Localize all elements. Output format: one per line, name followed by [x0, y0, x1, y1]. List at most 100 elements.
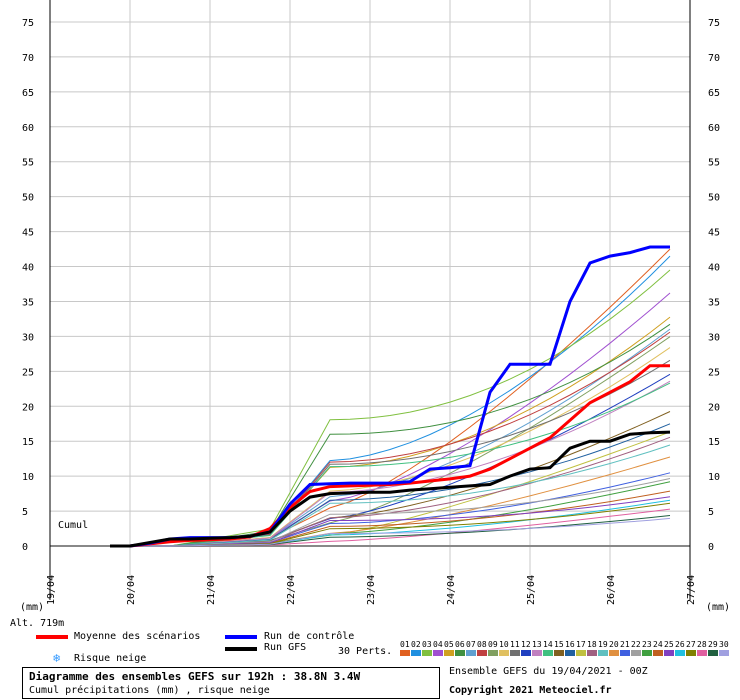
x-tick-label: 26/04: [606, 575, 617, 605]
pert-number: 30: [719, 640, 729, 649]
pert-swatch: [642, 650, 652, 656]
pert-number: 21: [620, 640, 630, 649]
pert-swatch: [422, 650, 432, 656]
pert-number: 06: [455, 640, 465, 649]
pert-swatch: [488, 650, 498, 656]
mm-left-label: (mm): [20, 602, 44, 613]
x-tick-label: 21/04: [206, 575, 217, 605]
y-tick-label: 60: [22, 123, 34, 134]
pert-number: 12: [521, 640, 531, 649]
pert-number: 07: [466, 640, 476, 649]
y-tick-label: 70: [22, 53, 34, 64]
y-tick-label: 0: [22, 542, 28, 553]
y-tick-label: 65: [708, 88, 720, 99]
y-tick-label: 10: [22, 472, 34, 483]
y-tick-label: 35: [22, 297, 34, 308]
pert-number: 28: [697, 640, 707, 649]
y-tick-label: 15: [22, 437, 34, 448]
pert-swatch: [554, 650, 564, 656]
y-tick-label: 55: [22, 158, 34, 169]
pert-swatch: [444, 650, 454, 656]
pert-number: 15: [554, 640, 564, 649]
pert-swatch: [587, 650, 597, 656]
pert-number: 27: [686, 640, 696, 649]
y-tick-label: 0: [708, 542, 714, 553]
y-tick-label: 10: [708, 472, 720, 483]
y-tick-label: 55: [708, 158, 720, 169]
pert-swatch: [521, 650, 531, 656]
x-axis: 19/04 20/04 21/04 22/04 23/04 24/04 25/04 26/04…: [46, 575, 697, 605]
pert-swatch: [675, 650, 685, 656]
ensemble-info: Ensemble GEFS du 19/04/2021 - 00Z: [449, 666, 648, 677]
copyright: Copyright 2021 Meteociel.fr: [449, 685, 612, 696]
y-tick-label: 75: [708, 18, 720, 29]
pert-number: 26: [675, 640, 685, 649]
pert-number: 25: [664, 640, 674, 649]
legend-gfs-label: Run GFS: [264, 642, 307, 653]
y-tick-label: 15: [708, 437, 720, 448]
pert-number: 18: [587, 640, 597, 649]
pert-swatch: [510, 650, 520, 656]
pert-number: 02: [411, 640, 421, 649]
pert-number: 10: [499, 640, 509, 649]
y-tick-label: 65: [22, 88, 34, 99]
y-tick-label: 40: [22, 263, 34, 274]
legend-control-label: Run de contrôle: [264, 631, 355, 642]
pert-number: 17: [576, 640, 586, 649]
altitude-label: Alt. 719m: [10, 618, 64, 629]
x-tick-label: 25/04: [526, 575, 537, 605]
mm-right-label: (mm): [706, 602, 730, 613]
x-tick-label: 23/04: [366, 575, 377, 605]
y-tick-label: 45: [708, 228, 720, 239]
pert-swatch: [543, 650, 553, 656]
y-tick-label: 35: [708, 297, 720, 308]
pert-number: 01: [400, 640, 410, 649]
pert-number: 29: [708, 640, 718, 649]
legend-snow-label: Risque neige: [74, 653, 147, 664]
pert-swatch: [455, 650, 465, 656]
y-tick-label: 5: [22, 507, 28, 518]
cumul-label: Cumul: [58, 520, 88, 531]
pert-swatch: [433, 650, 443, 656]
chart-subtitle: Cumul précipitations (mm) , risque neige: [29, 685, 270, 696]
pert-swatch: [598, 650, 608, 656]
y-tick-label: 40: [708, 263, 720, 274]
pert-number: 13: [532, 640, 542, 649]
pert-swatch: [708, 650, 718, 656]
pert-number: 09: [488, 640, 498, 649]
pert-swatch: [565, 650, 575, 656]
x-tick-label: 19/04: [46, 575, 57, 605]
pert-number: 23: [642, 640, 652, 649]
y-tick-label: 25: [22, 367, 34, 378]
chart-title: Diagramme des ensembles GEFS sur 192h : …: [29, 670, 361, 683]
pert-number: 08: [477, 640, 487, 649]
gfs-line: [110, 430, 671, 548]
perturbation-line: [110, 517, 671, 547]
pert-swatch: [400, 650, 410, 656]
y-tick-label: 20: [708, 402, 720, 413]
legend-control-swatch: [225, 635, 257, 639]
y-tick-label: 5: [708, 507, 714, 518]
pert-number: 03: [422, 640, 432, 649]
pert-swatch: [664, 650, 674, 656]
y-tick-label: 30: [708, 332, 720, 343]
pert-swatch: [620, 650, 630, 656]
pert-swatch: [576, 650, 586, 656]
perturbation-line: [110, 382, 671, 547]
legend-mean-swatch: [36, 635, 68, 639]
x-tick-label: 20/04: [126, 575, 137, 605]
pert-swatch: [411, 650, 421, 656]
legend-gfs-swatch: [225, 647, 257, 651]
y-tick-label: 25: [708, 367, 720, 378]
pert-swatch: [499, 650, 509, 656]
y-tick-label: 30: [22, 332, 34, 343]
snowflake-icon: ❄: [53, 651, 61, 665]
pert-swatch: [697, 650, 707, 656]
pert-swatch: [653, 650, 663, 656]
pert-swatch: [532, 650, 542, 656]
pert-number: 24: [653, 640, 663, 649]
y-tick-label: 60: [708, 123, 720, 134]
x-tick-label: 24/04: [446, 575, 457, 605]
pert-number: 16: [565, 640, 575, 649]
